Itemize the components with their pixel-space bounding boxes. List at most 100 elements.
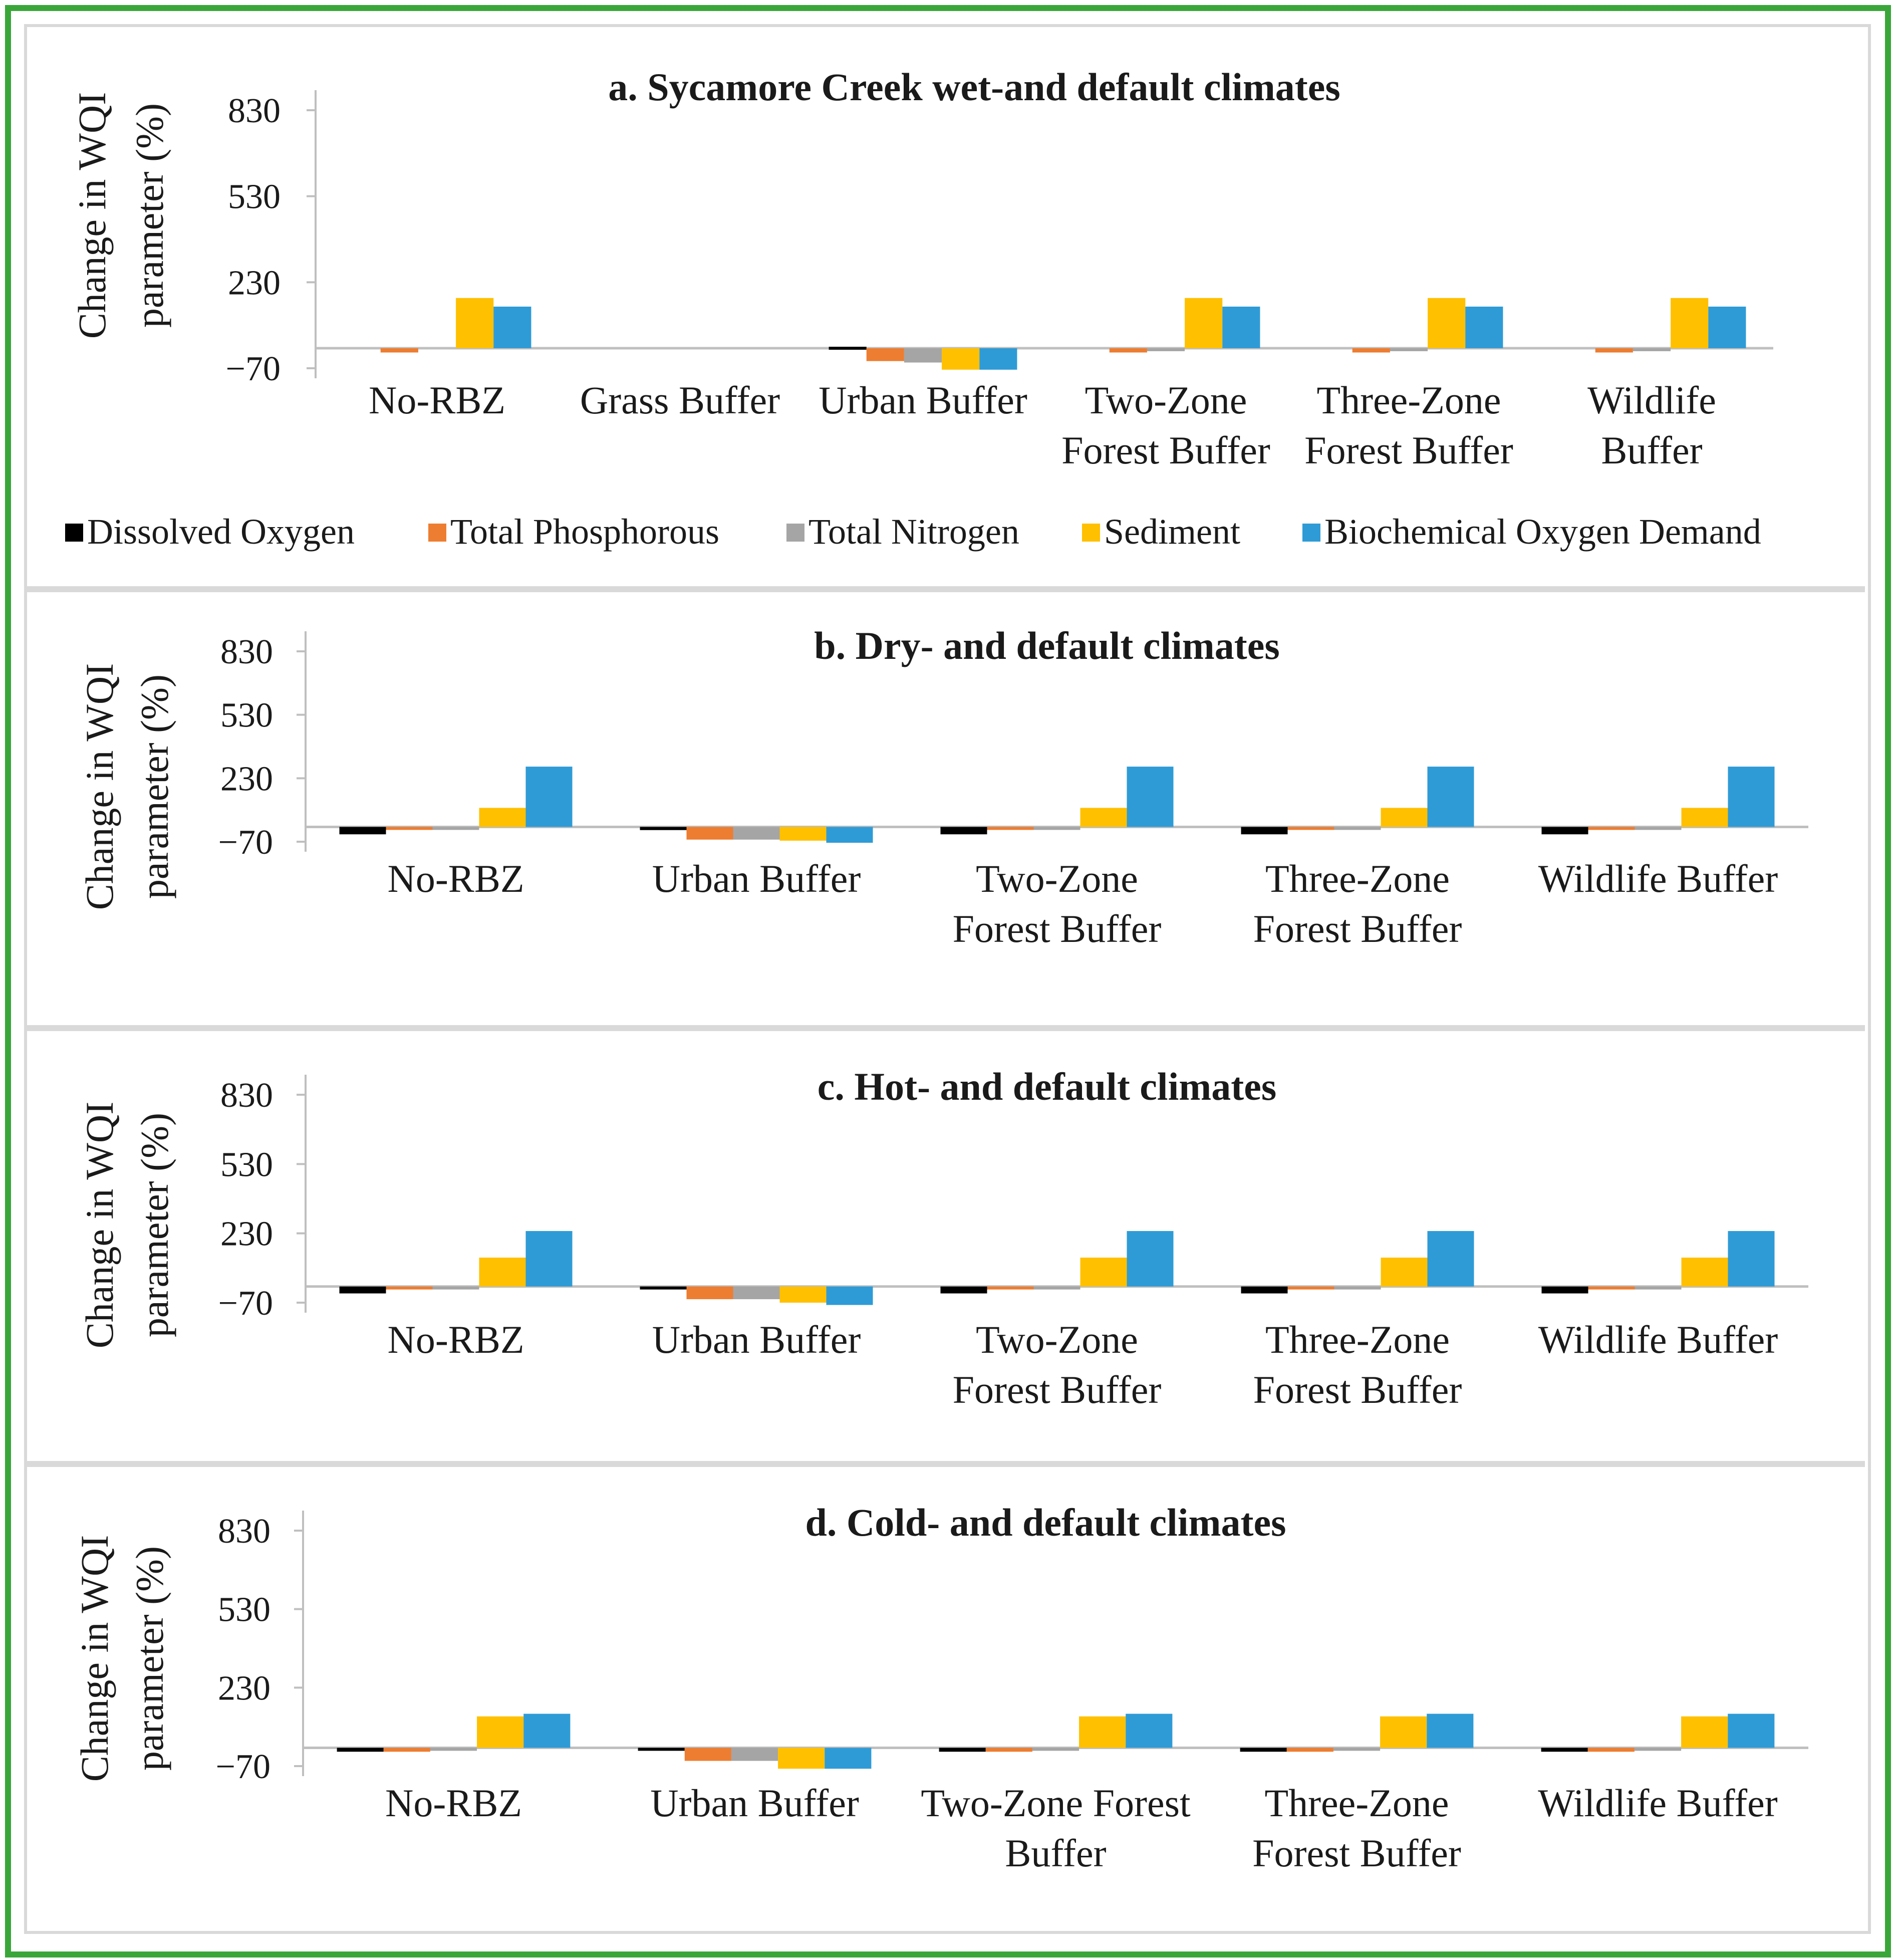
panel-separator (24, 1461, 1865, 1467)
panel-separator (24, 1025, 1865, 1031)
legend-label: Total Phosphorous (450, 512, 719, 552)
bar-sediment (779, 1286, 827, 1303)
bar-total-phosphorous (386, 1286, 433, 1290)
category-label: Three-Zone (1316, 378, 1501, 422)
bar-dissolved-oxygen (339, 1286, 386, 1294)
bar-total-nitrogen (1635, 827, 1682, 830)
bar-sediment (1185, 298, 1223, 348)
bar-total-phosphorous (987, 827, 1034, 830)
category-label: Two-Zone (976, 1318, 1138, 1361)
bar-total-phosphorous (1595, 348, 1633, 353)
bar-biochemical-oxygen-demand (1127, 1231, 1174, 1287)
y-tick-label: 230 (220, 760, 273, 798)
y-axis-label: parameter (%) (128, 1546, 171, 1771)
y-tick-label: 230 (228, 264, 281, 302)
category-label: Forest Buffer (1304, 428, 1513, 472)
category-label: Three-Zone (1264, 1781, 1449, 1825)
bar-dissolved-oxygen (638, 1748, 685, 1751)
legend-label: Sediment (1104, 512, 1240, 552)
bar-dissolved-oxygen (1541, 1286, 1588, 1294)
bar-biochemical-oxygen-demand (1728, 767, 1775, 827)
category-label: Wildlife (1587, 378, 1716, 422)
bar-total-nitrogen (1334, 1286, 1381, 1290)
legend-label: Total Nitrogen (808, 512, 1019, 552)
bar-dissolved-oxygen (829, 347, 867, 350)
bar-biochemical-oxygen-demand (1465, 306, 1503, 348)
bar-total-nitrogen (1147, 348, 1185, 351)
bar-total-phosphorous (684, 1748, 731, 1761)
bar-sediment (477, 1716, 524, 1748)
category-label: Forest Buffer (1252, 1831, 1461, 1875)
bar-dissolved-oxygen (640, 827, 687, 830)
bar-total-phosphorous (383, 1748, 430, 1752)
category-label: No-RBZ (388, 857, 524, 900)
y-tick-label: 230 (220, 1215, 273, 1254)
bar-sediment (1671, 298, 1709, 348)
bar-sediment (1079, 1716, 1126, 1748)
category-label: Three-Zone (1265, 857, 1450, 900)
y-tick-label: −70 (226, 350, 281, 388)
bar-biochemical-oxygen-demand (1728, 1231, 1775, 1287)
category-label: No-RBZ (369, 378, 505, 422)
bar-sediment (1080, 1258, 1127, 1287)
bar-dissolved-oxygen (939, 1748, 986, 1752)
bar-total-nitrogen (1635, 1286, 1682, 1290)
bar-sediment (1428, 298, 1466, 348)
bar-biochemical-oxygen-demand (1728, 1713, 1775, 1748)
bar-biochemical-oxygen-demand (979, 348, 1017, 370)
category-label: No-RBZ (388, 1318, 524, 1361)
bar-total-nitrogen (430, 1748, 477, 1751)
chart-title: b. Dry- and default climates (814, 624, 1279, 667)
bar-dissolved-oxygen (337, 1748, 384, 1752)
bar-total-phosphorous (386, 827, 433, 830)
legend-swatch (1302, 524, 1320, 542)
category-label: Buffer (1601, 428, 1702, 472)
y-tick-label: 530 (218, 1591, 270, 1629)
y-tick-label: 830 (220, 633, 273, 671)
category-label: Wildlife Buffer (1538, 1781, 1777, 1825)
bar-dissolved-oxygen (1241, 1286, 1288, 1294)
bar-sediment (779, 827, 827, 841)
y-axis-label: parameter (%) (128, 103, 171, 328)
y-axis-label: Change in WQI (78, 1102, 121, 1348)
bar-total-phosphorous (1587, 1748, 1635, 1752)
category-label: Forest Buffer (1253, 907, 1462, 950)
category-label: Grass Buffer (580, 378, 780, 422)
category-label: Urban Buffer (650, 1781, 859, 1825)
bar-total-phosphorous (1287, 1286, 1334, 1290)
bar-total-phosphorous (1287, 827, 1334, 830)
bar-biochemical-oxygen-demand (826, 827, 873, 843)
bar-total-nitrogen (731, 1748, 778, 1761)
bar-total-nitrogen (1334, 827, 1381, 830)
category-label: Urban Buffer (652, 857, 861, 900)
bar-biochemical-oxygen-demand (1427, 1231, 1474, 1287)
category-label: Wildlife Buffer (1538, 857, 1778, 900)
bar-total-nitrogen (904, 348, 942, 363)
bar-total-nitrogen (1333, 1748, 1381, 1751)
y-axis-label: Change in WQI (78, 663, 121, 910)
bar-total-phosphorous (985, 1748, 1032, 1752)
bar-total-nitrogen (432, 1286, 479, 1290)
bar-total-phosphorous (1588, 1286, 1635, 1290)
legend: Dissolved Oxygen Total Phosphorous Total N… (65, 512, 1761, 552)
bar-sediment (942, 348, 980, 370)
bar-dissolved-oxygen (1241, 827, 1288, 835)
bar-biochemical-oxygen-demand (826, 1286, 873, 1305)
chart-panel-b: b. Dry- and default climates 830 530 230 −70… (78, 624, 1808, 950)
bar-biochemical-oxygen-demand (1127, 767, 1174, 827)
bar-sediment (1681, 1716, 1728, 1748)
bar-total-nitrogen (1633, 348, 1671, 351)
y-tick-label: −70 (218, 1284, 273, 1323)
bar-total-nitrogen (1390, 348, 1428, 351)
bar-sediment (1380, 1716, 1427, 1748)
y-axis-label: parameter (%) (133, 1113, 176, 1337)
category-label: Three-Zone (1265, 1318, 1450, 1361)
bar-biochemical-oxygen-demand (525, 767, 573, 827)
y-tick-label: 530 (220, 696, 273, 735)
bar-total-phosphorous (866, 348, 904, 361)
bar-sediment (479, 1258, 526, 1287)
bar-total-nitrogen (1032, 1748, 1079, 1751)
legend-swatch (786, 524, 804, 542)
category-label: Forest Buffer (1061, 428, 1270, 472)
